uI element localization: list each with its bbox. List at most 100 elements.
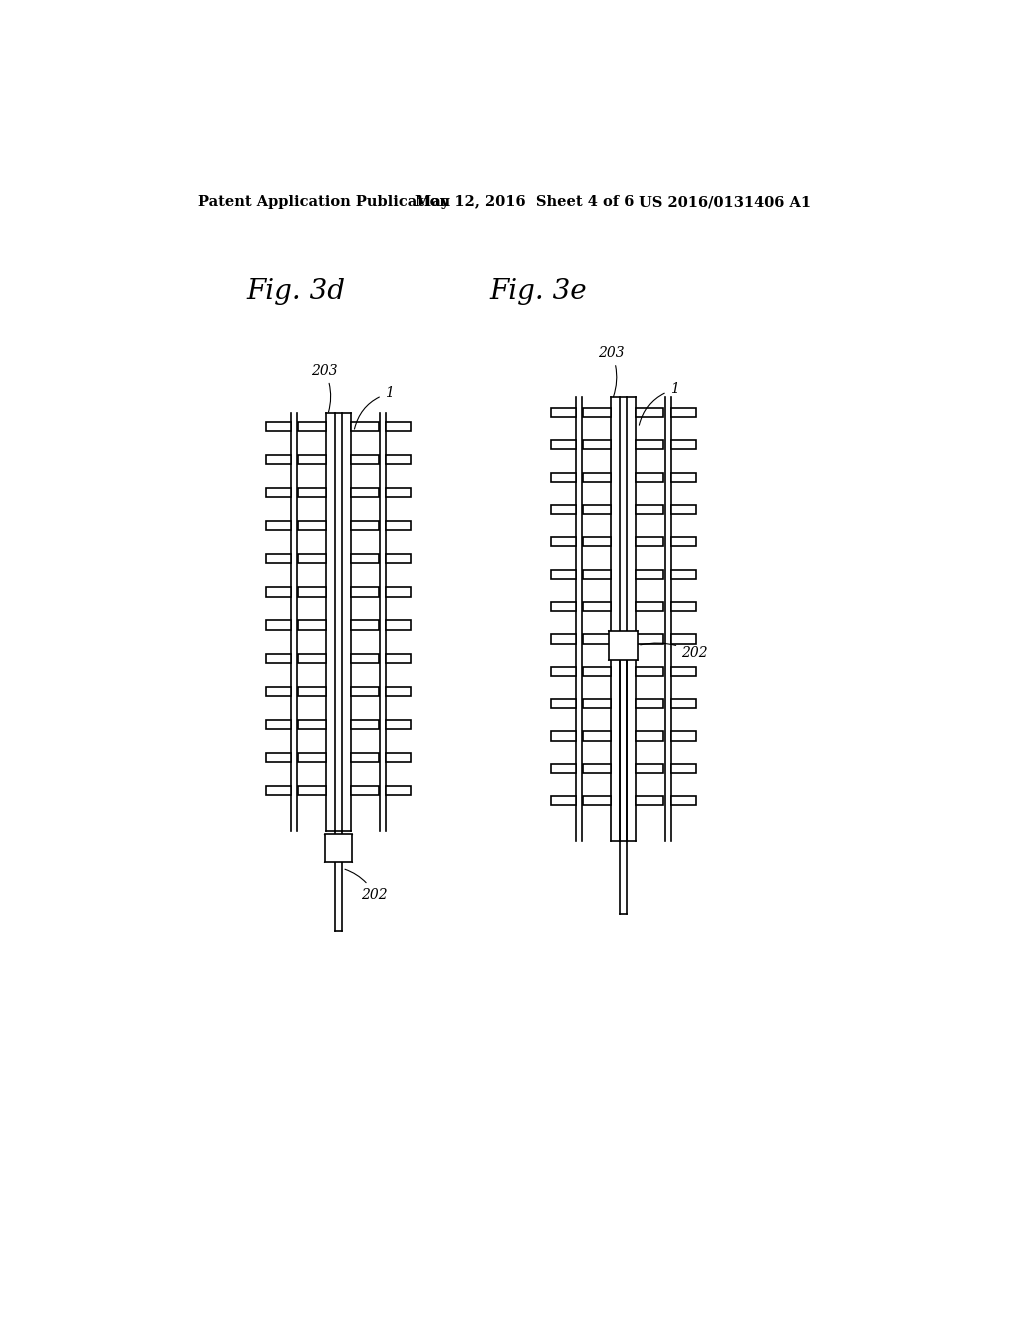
Bar: [584, 506, 611, 515]
Bar: [298, 620, 326, 630]
Bar: [671, 602, 695, 611]
Bar: [386, 422, 411, 430]
Bar: [298, 455, 326, 465]
Bar: [551, 796, 575, 805]
Bar: [671, 537, 695, 546]
Bar: [386, 686, 411, 696]
Bar: [298, 686, 326, 696]
Bar: [386, 653, 411, 663]
Bar: [266, 554, 291, 564]
Bar: [351, 752, 379, 762]
Bar: [584, 700, 611, 708]
Bar: [351, 686, 379, 696]
Bar: [551, 731, 575, 741]
Bar: [551, 635, 575, 644]
Bar: [551, 506, 575, 515]
Bar: [351, 653, 379, 663]
Bar: [671, 731, 695, 741]
Bar: [298, 785, 326, 795]
Bar: [266, 488, 291, 498]
Bar: [298, 587, 326, 597]
Bar: [584, 796, 611, 805]
Bar: [636, 667, 664, 676]
Bar: [584, 408, 611, 417]
Bar: [266, 455, 291, 465]
Bar: [636, 441, 664, 449]
Bar: [266, 686, 291, 696]
Bar: [584, 635, 611, 644]
Bar: [584, 731, 611, 741]
Bar: [351, 455, 379, 465]
Bar: [636, 700, 664, 708]
Bar: [551, 700, 575, 708]
Bar: [636, 506, 664, 515]
Bar: [266, 785, 291, 795]
Bar: [266, 521, 291, 531]
Bar: [584, 537, 611, 546]
Bar: [671, 473, 695, 482]
Text: 202: 202: [345, 869, 388, 902]
Bar: [386, 488, 411, 498]
Bar: [386, 785, 411, 795]
Bar: [551, 473, 575, 482]
Bar: [386, 587, 411, 597]
Bar: [636, 537, 664, 546]
Bar: [386, 719, 411, 729]
Bar: [608, 631, 638, 660]
Text: May 12, 2016  Sheet 4 of 6: May 12, 2016 Sheet 4 of 6: [416, 195, 635, 210]
Bar: [636, 635, 664, 644]
Bar: [671, 408, 695, 417]
Bar: [636, 570, 664, 579]
Bar: [551, 763, 575, 774]
Bar: [636, 796, 664, 805]
Bar: [351, 488, 379, 498]
Bar: [584, 473, 611, 482]
Bar: [266, 422, 291, 430]
Bar: [351, 521, 379, 531]
Bar: [584, 667, 611, 676]
Text: US 2016/0131406 A1: US 2016/0131406 A1: [639, 195, 811, 210]
Bar: [266, 620, 291, 630]
Bar: [671, 796, 695, 805]
Bar: [266, 752, 291, 762]
Bar: [298, 488, 326, 498]
Bar: [671, 700, 695, 708]
Bar: [351, 587, 379, 597]
Text: 203: 203: [311, 364, 338, 412]
Text: Patent Application Publication: Patent Application Publication: [199, 195, 451, 210]
Bar: [671, 441, 695, 449]
Text: Fig. 3e: Fig. 3e: [489, 277, 588, 305]
Bar: [671, 763, 695, 774]
Bar: [584, 763, 611, 774]
Bar: [298, 719, 326, 729]
Text: 203: 203: [598, 346, 625, 397]
Bar: [325, 834, 352, 862]
Bar: [351, 554, 379, 564]
Bar: [351, 719, 379, 729]
Bar: [671, 635, 695, 644]
Bar: [671, 506, 695, 515]
Bar: [266, 653, 291, 663]
Bar: [351, 785, 379, 795]
Bar: [386, 752, 411, 762]
Bar: [551, 667, 575, 676]
Bar: [551, 602, 575, 611]
Bar: [298, 422, 326, 430]
Bar: [298, 554, 326, 564]
Bar: [351, 422, 379, 430]
Bar: [551, 570, 575, 579]
Bar: [298, 521, 326, 531]
Bar: [386, 620, 411, 630]
Bar: [584, 602, 611, 611]
Bar: [636, 473, 664, 482]
Bar: [298, 752, 326, 762]
Bar: [386, 455, 411, 465]
Bar: [636, 731, 664, 741]
Bar: [351, 620, 379, 630]
Bar: [266, 587, 291, 597]
Bar: [671, 667, 695, 676]
Bar: [298, 653, 326, 663]
Text: Fig. 3d: Fig. 3d: [247, 277, 346, 305]
Bar: [266, 719, 291, 729]
Bar: [584, 570, 611, 579]
